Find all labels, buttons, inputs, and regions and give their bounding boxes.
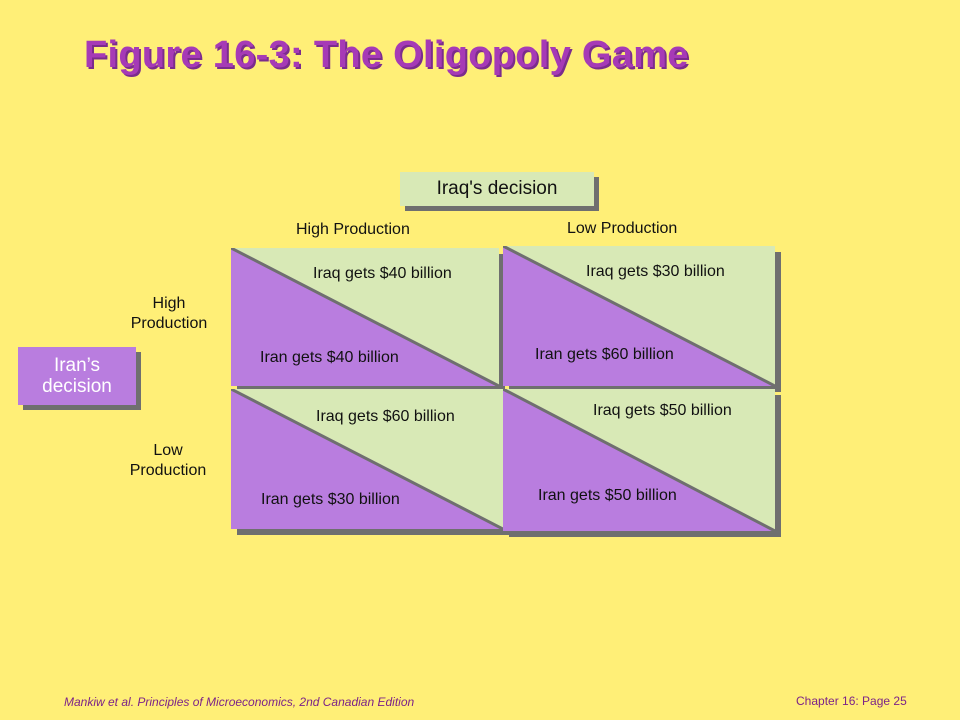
diagonal-divider bbox=[503, 246, 775, 386]
iran-payoff-high-high: Iran gets $40 billion bbox=[260, 349, 399, 366]
diagonal-divider bbox=[503, 389, 775, 531]
page-title: Figure 16-3: The Oligopoly Game bbox=[84, 34, 689, 76]
payoff-cell-low-high-graphic bbox=[231, 389, 503, 529]
payoff-cell-low-high bbox=[231, 389, 503, 529]
payoff-cell-high-low-graphic bbox=[503, 246, 775, 386]
payoff-cell-high-high-graphic bbox=[231, 248, 499, 386]
payoff-cell-low-low-graphic bbox=[503, 389, 775, 531]
iraq-payoff-high-low: Iraq gets $30 billion bbox=[586, 263, 725, 280]
column-label-high-production: High Production bbox=[296, 221, 410, 238]
iraq-decision-label: Iraq's decision bbox=[400, 172, 594, 206]
diagonal-divider bbox=[231, 389, 503, 529]
payoff-cell-low-low bbox=[503, 389, 775, 531]
row-label-low-line1: Low bbox=[153, 442, 183, 459]
iraq-payoff-high-high: Iraq gets $40 billion bbox=[313, 265, 452, 282]
diagonal-divider bbox=[231, 248, 499, 386]
iran-decision-label: Iran’s decision bbox=[18, 347, 136, 405]
iraq-decision-text: Iraq's decision bbox=[436, 178, 558, 199]
iran-decision-line2: decision bbox=[42, 376, 112, 397]
iraq-payoff-low-low: Iraq gets $50 billion bbox=[593, 402, 732, 419]
iran-decision-line1: Iran’s bbox=[53, 355, 101, 376]
row-label-high-line2: Production bbox=[130, 315, 208, 332]
payoff-cell-high-high bbox=[231, 248, 499, 386]
row-label-low-production: Low Production bbox=[120, 441, 216, 481]
row-label-low-line2: Production bbox=[129, 462, 207, 479]
row-label-high-line1: High bbox=[152, 295, 186, 312]
column-label-low-production: Low Production bbox=[567, 220, 678, 237]
footer-page-number: Chapter 16: Page 25 bbox=[796, 694, 907, 708]
iran-payoff-low-high: Iran gets $30 billion bbox=[261, 491, 400, 508]
row-label-high-production: High Production bbox=[124, 294, 214, 334]
iran-payoff-low-low: Iran gets $50 billion bbox=[538, 487, 677, 504]
iran-payoff-high-low: Iran gets $60 billion bbox=[535, 346, 674, 363]
payoff-cell-high-low bbox=[503, 246, 775, 386]
footer-citation: Mankiw et al. Principles of Microeconomi… bbox=[64, 695, 415, 709]
iraq-payoff-low-high: Iraq gets $60 billion bbox=[316, 408, 455, 425]
